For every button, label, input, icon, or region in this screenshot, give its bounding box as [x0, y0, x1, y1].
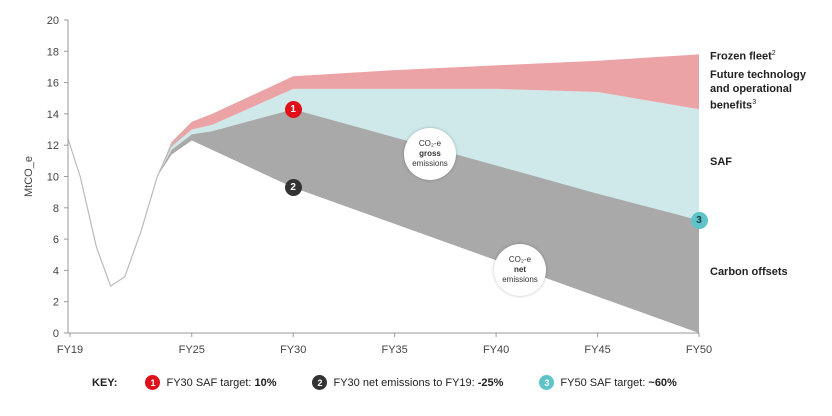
x-tick-label: FY35: [382, 344, 408, 356]
key-marker-1: 1: [145, 375, 161, 390]
label-saf: SAF: [710, 156, 732, 168]
key-item-1: 1 FY30 SAF target: 10%: [145, 375, 276, 390]
key-marker-3: 3: [539, 375, 555, 390]
marker-3: 3: [690, 211, 708, 229]
key-item-2: 2 FY30 net emissions to FY19: -25%: [312, 375, 503, 390]
y-tick-label: 14: [47, 109, 59, 121]
key-marker-2: 2: [312, 375, 328, 390]
x-tick-label: FY30: [280, 344, 306, 356]
historic-emissions-line: [67, 135, 183, 288]
area-carbon-offsets: [157, 109, 700, 333]
net-emissions-bubble: CO₂-e net emissions: [494, 244, 546, 296]
y-tick-label: 8: [53, 203, 59, 215]
y-tick-label: 10: [47, 172, 59, 184]
area-saf: [157, 88, 700, 221]
y-axis-label: MtCO_e: [23, 156, 35, 197]
y-tick-label: 18: [47, 46, 59, 58]
legend-key: KEY: 1 FY30 SAF target: 10% 2 FY30 net em…: [92, 375, 713, 390]
historic-emissions-line-group: [67, 135, 183, 288]
marker-1: 1: [284, 100, 302, 118]
y-tick-label: 0: [53, 328, 59, 340]
area-future-technology-and-operational-benefits: [157, 54, 700, 177]
gross-emissions-bubble: CO₂-e gross emissions: [404, 128, 456, 180]
marker-2: 2: [284, 178, 302, 196]
y-tick-label: 16: [47, 78, 59, 90]
y-tick-label: 12: [47, 140, 59, 152]
area-series-group: [157, 54, 700, 333]
y-tick-label: 20: [47, 15, 59, 27]
x-tick-label: FY25: [179, 344, 205, 356]
y-tick-label: 2: [53, 297, 59, 309]
x-tick-label: FY19: [57, 344, 83, 356]
y-tick-label: 4: [53, 265, 59, 277]
label-carbon-offsets: Carbon offsets: [710, 266, 788, 278]
key-title: KEY:: [92, 376, 118, 389]
x-tick-label: FY50: [686, 344, 712, 356]
key-item-3: 3 FY50 SAF target: ~60%: [539, 375, 677, 390]
x-tick-label: FY40: [483, 344, 509, 356]
label-future-technology: Future technology and operational benefi…: [710, 69, 806, 112]
x-tick-label: FY45: [584, 344, 610, 356]
label-frozen-fleet: Frozen fleet2: [710, 50, 776, 63]
y-tick-label: 6: [53, 234, 59, 246]
